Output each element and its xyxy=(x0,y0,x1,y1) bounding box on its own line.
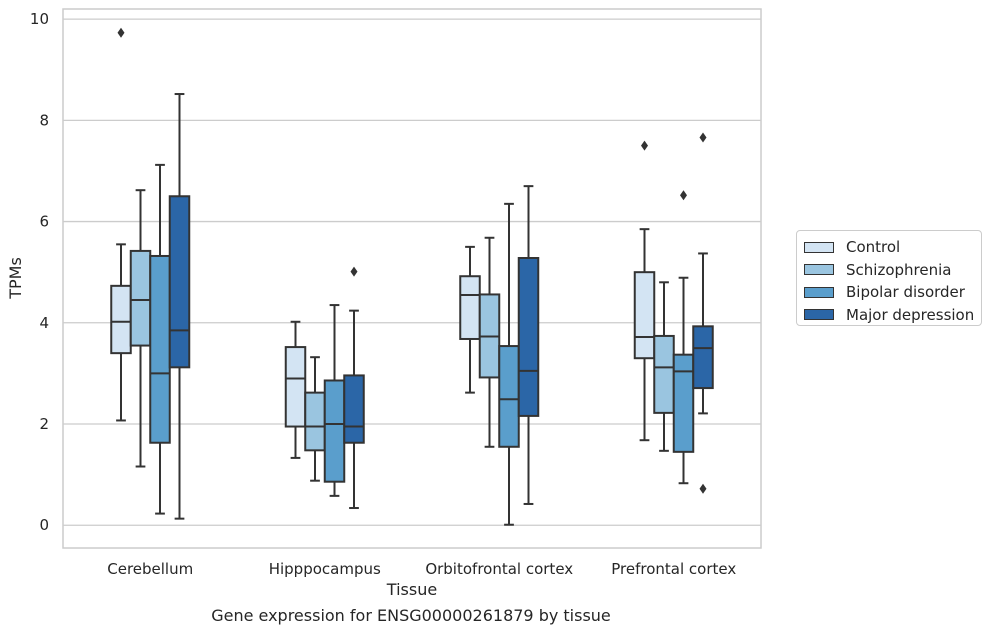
box-major-depression xyxy=(168,93,191,520)
box-body xyxy=(149,254,171,444)
legend-item: Major depression xyxy=(804,304,981,327)
box-body xyxy=(284,346,307,428)
legend-swatch xyxy=(804,241,834,253)
box-control xyxy=(459,245,481,394)
box-body xyxy=(498,345,520,448)
x-axis-ticks: Cerebellum Hipppocampus Orbitofrontal cort… xyxy=(107,560,736,578)
box-schizophrenia xyxy=(129,189,152,468)
box-major-depression xyxy=(343,266,365,510)
y-tick-label: 0 xyxy=(39,516,49,534)
outlier-point xyxy=(699,132,707,143)
plot-area-frame xyxy=(62,8,762,549)
box-major-depression xyxy=(517,185,540,505)
box-body xyxy=(692,325,714,390)
x-axis-label: Tissue xyxy=(386,580,437,599)
box-body xyxy=(304,391,326,452)
outlier-point xyxy=(699,483,707,494)
legend-label: Control xyxy=(846,238,901,257)
box-body xyxy=(672,353,695,453)
outlier-point xyxy=(641,140,648,151)
outlier-point xyxy=(680,190,687,201)
box-body xyxy=(343,374,365,444)
box-body xyxy=(517,257,540,417)
box-bipolar-disorder xyxy=(149,163,171,515)
box-body xyxy=(459,275,481,340)
box-bipolar-disorder xyxy=(672,190,695,485)
figure-caption: Gene expression for ENSG00000261879 by t… xyxy=(211,606,611,625)
box-control xyxy=(633,140,656,442)
box-schizophrenia xyxy=(304,356,326,482)
box-schizophrenia xyxy=(478,236,501,448)
legend-label: Major depression xyxy=(846,305,975,324)
outlier-point xyxy=(117,27,125,38)
box-groups xyxy=(110,27,714,526)
y-tick-label: 6 xyxy=(39,213,49,231)
y-axis-label: TPMs xyxy=(6,257,25,300)
box-body xyxy=(168,195,191,369)
legend-item: Control xyxy=(804,236,981,259)
outlier-point xyxy=(350,266,358,277)
box-schizophrenia xyxy=(653,281,675,452)
box-control xyxy=(284,320,307,459)
box-body xyxy=(633,271,656,360)
y-tick-label: 8 xyxy=(39,111,49,129)
x-tick-label: Hipppocampus xyxy=(269,560,381,578)
box-bipolar-disorder xyxy=(498,202,520,526)
box-body xyxy=(653,334,675,414)
x-tick-label: Prefrontal cortex xyxy=(611,560,736,578)
box-body xyxy=(129,249,152,347)
legend-label: Bipolar disorder xyxy=(846,283,965,302)
box-control xyxy=(110,27,132,422)
y-tick-label: 4 xyxy=(39,314,49,332)
legend-item: Bipolar disorder xyxy=(804,281,981,304)
legend: Control Schizophrenia Bipolar disorder Majo… xyxy=(796,230,982,326)
box-body xyxy=(110,284,132,355)
x-tick-label: Cerebellum xyxy=(107,560,193,578)
legend-label: Schizophrenia xyxy=(846,260,952,279)
box-major-depression xyxy=(692,132,714,494)
box-body xyxy=(323,379,346,483)
y-tick-label: 10 xyxy=(30,10,49,28)
y-tick-label: 2 xyxy=(39,415,49,433)
legend-swatch xyxy=(804,264,834,276)
legend-item: Schizophrenia xyxy=(804,259,981,282)
legend-swatch xyxy=(804,286,834,298)
y-axis-ticks: 0 2 4 6 8 10 xyxy=(30,10,49,534)
x-tick-label: Orbitofrontal cortex xyxy=(425,560,573,578)
box-bipolar-disorder xyxy=(323,304,346,497)
legend-swatch xyxy=(804,309,834,321)
